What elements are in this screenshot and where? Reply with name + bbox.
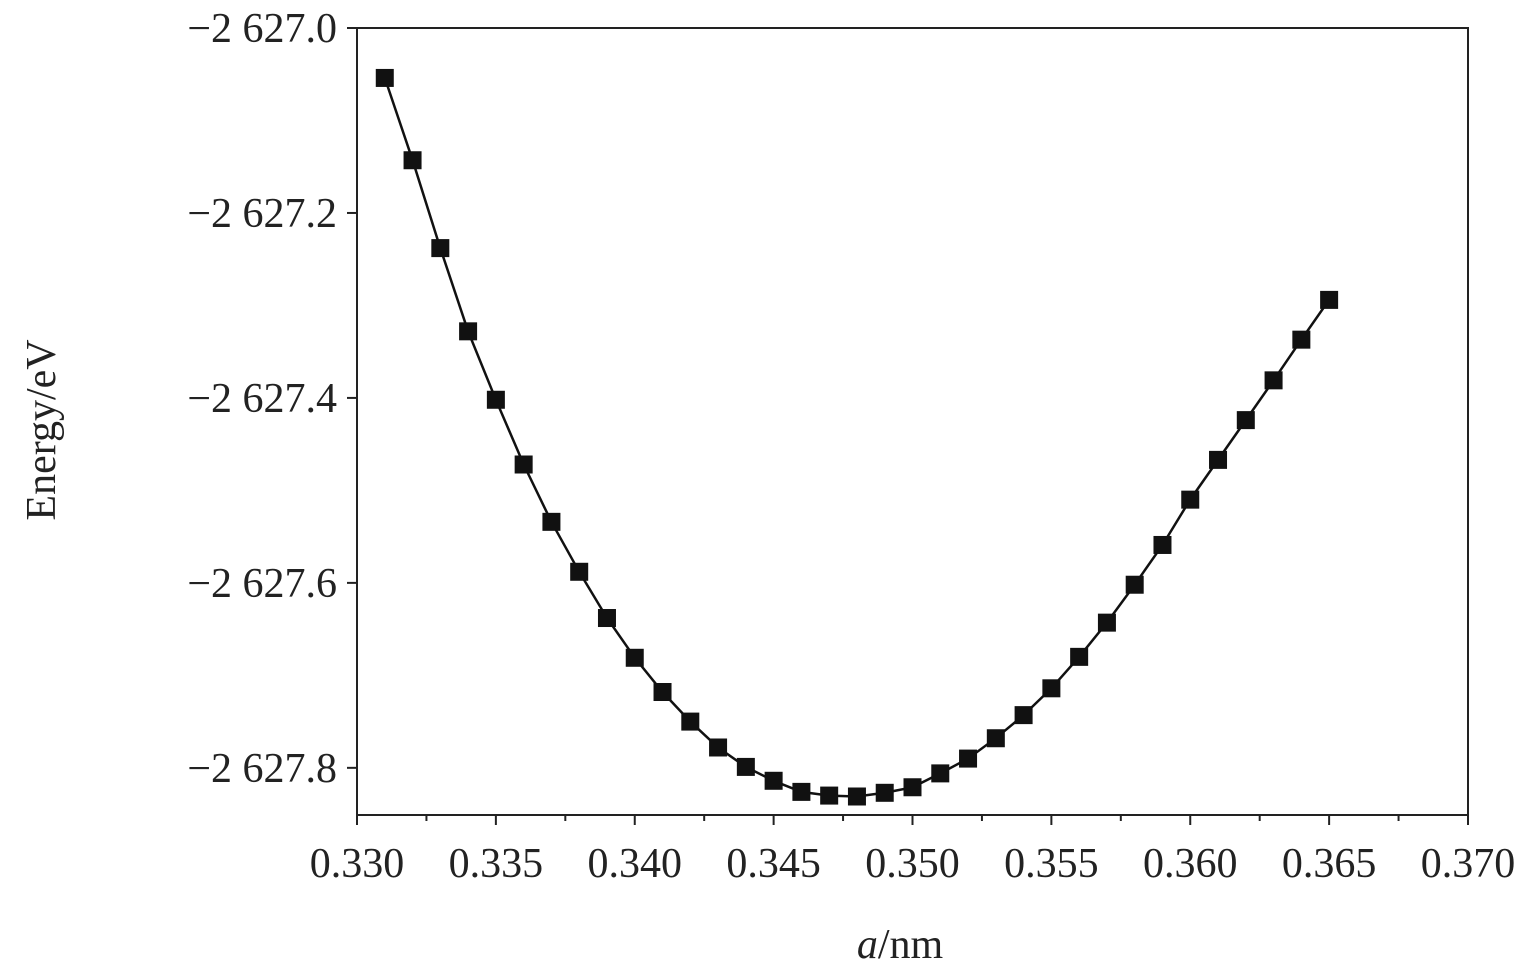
x-axis: 0.330 0.335 0.340 0.345 0.350 0.355 0.360 0.365… (310, 815, 1516, 887)
data-point (709, 738, 728, 757)
y-tick-label: −2 627.0 (187, 6, 337, 52)
data-point (1236, 411, 1255, 430)
data-point (986, 729, 1005, 748)
y-tick-label: −2 627.8 (187, 746, 337, 792)
data-point (431, 239, 450, 258)
data-point (625, 648, 644, 667)
data-point (1292, 330, 1311, 349)
data-point (681, 712, 700, 731)
data-point (1125, 575, 1144, 594)
data-point (931, 764, 950, 783)
data-point (1042, 679, 1061, 698)
data-point (875, 783, 894, 802)
data-point (1320, 290, 1339, 309)
x-tick-label: 0.370 (1421, 841, 1516, 887)
data-point (959, 749, 978, 768)
data-point (542, 512, 561, 531)
x-tick-label: 0.335 (449, 841, 544, 887)
plot-frame (356, 27, 1469, 816)
data-point (570, 562, 589, 581)
y-axis: −2 627.0 −2 627.2 −2 627.4 −2 627.6 −2 627.8 (187, 6, 357, 792)
x-tick-label: 0.340 (588, 841, 683, 887)
data-point (1181, 490, 1200, 509)
data-point (1097, 613, 1116, 632)
x-axis-label: a/nm (857, 922, 944, 968)
data-point (597, 609, 616, 628)
data-point (764, 771, 783, 790)
y-tick-label: −2 627.2 (187, 191, 337, 237)
data-point (1070, 647, 1089, 666)
data-point (1264, 371, 1283, 390)
data-point (1014, 706, 1033, 725)
data-point (459, 322, 478, 341)
y-tick-label: −2 627.4 (187, 376, 337, 422)
data-point (653, 683, 672, 702)
data-point (1209, 450, 1228, 469)
x-tick-label: 0.365 (1282, 841, 1377, 887)
series-line (383, 77, 1331, 798)
y-tick-label: −2 627.6 (187, 561, 337, 607)
data-point (403, 151, 422, 170)
y-axis-label: Energy/eV (19, 339, 65, 520)
x-tick-label: 0.355 (1004, 841, 1099, 887)
data-point (847, 787, 866, 806)
data-point (792, 782, 811, 801)
data-point (820, 786, 839, 805)
data-point (486, 390, 505, 409)
x-tick-label: 0.345 (726, 841, 821, 887)
x-tick-label: 0.360 (1143, 841, 1238, 887)
data-point (1153, 535, 1172, 554)
data-point (375, 68, 394, 87)
x-tick-label: 0.330 (310, 841, 405, 887)
data-point (514, 455, 533, 474)
data-point (903, 778, 922, 797)
data-point (736, 757, 755, 776)
series-markers (375, 68, 1339, 806)
x-tick-label: 0.350 (865, 841, 960, 887)
